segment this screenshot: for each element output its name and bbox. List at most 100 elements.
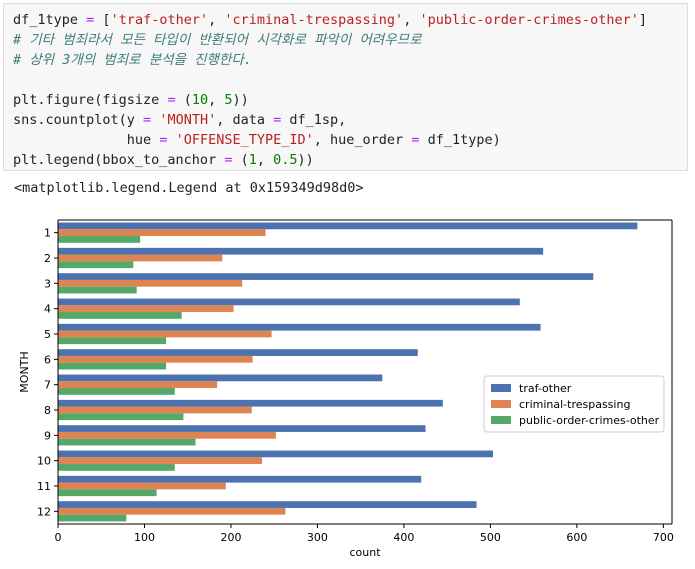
code-token: ( xyxy=(232,152,249,168)
legend-swatch-public-order-crimes-other xyxy=(491,416,511,424)
bar-public-order-crimes-other xyxy=(58,337,167,345)
bar-traf-other xyxy=(58,273,594,280)
x-tick-label: 500 xyxy=(480,531,501,544)
code-token: # 기타 범죄라서 모든 타입이 반환되어 시각화로 파악이 어려우므로 xyxy=(13,32,422,48)
bar-public-order-crimes-other xyxy=(58,261,134,269)
code-line: df_1type = ['traf-other', 'criminal-tres… xyxy=(13,10,647,30)
bar-criminal-trespassing xyxy=(58,305,234,313)
legend-label: public-order-crimes-other xyxy=(519,414,660,427)
legend-box xyxy=(483,375,665,433)
x-tick-label: 0 xyxy=(55,531,62,544)
code-token: ( xyxy=(175,92,192,108)
cell-output: <matplotlib.legend.Legend at 0x159349d98… xyxy=(14,180,364,196)
x-axis-label: count xyxy=(349,546,381,559)
bar-criminal-trespassing xyxy=(58,482,226,490)
y-tick-label: 9 xyxy=(44,429,51,442)
code-token: , xyxy=(403,12,420,28)
y-tick-label: 5 xyxy=(44,328,51,341)
code-line: # 기타 범죄라서 모든 타입이 반환되어 시각화로 파악이 어려우므로 xyxy=(13,30,422,50)
code-line: plt.figure(figsize = (10, 5)) xyxy=(13,90,249,110)
code-token: = xyxy=(159,132,168,148)
bar-traf-other xyxy=(58,374,383,382)
bar-traf-other xyxy=(58,222,638,230)
code-token: 'OFFENSE_TYPE_ID' xyxy=(175,132,314,148)
code-token: , data xyxy=(216,112,274,128)
code-token: 10 xyxy=(191,92,209,108)
code-token: 5 xyxy=(224,92,233,108)
code-cell[interactable]: df_1type = ['traf-other', 'criminal-tres… xyxy=(3,3,688,171)
code-token: = xyxy=(224,152,233,168)
bar-traf-other xyxy=(58,399,443,407)
y-tick-label: 6 xyxy=(44,353,51,366)
code-token xyxy=(167,132,175,148)
y-tick-label: 4 xyxy=(44,303,51,316)
code-line: sns.countplot(y = 'MONTH', data = df_1sp… xyxy=(13,110,346,130)
code-token: df_1type xyxy=(13,12,87,28)
code-token: sns.countplot(y xyxy=(13,112,144,128)
y-axis-label: MONTH xyxy=(18,351,31,392)
y-tick-label: 12 xyxy=(37,505,51,518)
bar-criminal-trespassing xyxy=(58,229,266,237)
bar-public-order-crimes-other xyxy=(58,362,167,370)
bar-public-order-crimes-other xyxy=(58,286,137,294)
x-tick-label: 300 xyxy=(307,531,328,544)
legend-label: criminal-trespassing xyxy=(519,398,630,411)
bar-criminal-trespassing xyxy=(58,457,263,465)
bar-criminal-trespassing xyxy=(58,355,253,363)
x-tick-label: 200 xyxy=(220,531,241,544)
bar-public-order-crimes-other xyxy=(58,236,141,243)
code-token: = xyxy=(273,112,282,128)
code-token: plt.figure(figsize xyxy=(13,92,168,108)
bar-traf-other xyxy=(58,450,493,458)
bar-traf-other xyxy=(58,298,520,306)
bar-criminal-trespassing xyxy=(58,279,243,287)
y-tick-label: 3 xyxy=(44,277,51,290)
legend-label: traf-other xyxy=(519,382,572,395)
x-tick-label: 600 xyxy=(566,531,587,544)
bar-traf-other xyxy=(58,475,422,483)
code-token: # 상위 3개의 범죄로 분석을 진행한다. xyxy=(13,52,252,68)
bar-public-order-crimes-other xyxy=(58,489,157,497)
code-line: hue = 'OFFENSE_TYPE_ID', hue_order = df_… xyxy=(13,130,501,150)
code-token: 'public-order-crimes-other' xyxy=(419,12,639,28)
bar-traf-other xyxy=(58,349,418,356)
bar-criminal-trespassing xyxy=(58,254,223,262)
bar-public-order-crimes-other xyxy=(58,464,175,471)
x-tick-label: 700 xyxy=(653,531,674,544)
code-token: = xyxy=(86,12,95,28)
bar-criminal-trespassing xyxy=(58,431,276,439)
code-token: 1 xyxy=(248,152,257,168)
y-tick-label: 8 xyxy=(44,404,51,417)
bar-public-order-crimes-other xyxy=(58,388,175,395)
code-token: , hue_order xyxy=(313,132,412,148)
code-line: # 상위 3개의 범죄로 분석을 진행한다. xyxy=(13,50,252,70)
code-token: df_1sp, xyxy=(281,112,347,128)
y-tick-label: 10 xyxy=(37,455,51,468)
bar-public-order-crimes-other xyxy=(58,514,127,522)
bar-criminal-trespassing xyxy=(58,381,218,389)
y-tick-label: 7 xyxy=(44,379,51,392)
bar-traf-other xyxy=(58,247,544,255)
bar-public-order-crimes-other xyxy=(58,413,184,421)
code-token: = xyxy=(411,132,420,148)
code-token: = xyxy=(143,112,152,128)
bar-traf-other xyxy=(58,323,541,331)
code-token: 'criminal-trespassing' xyxy=(224,12,404,28)
bar-public-order-crimes-other xyxy=(58,438,196,446)
code-token: [ xyxy=(94,12,111,28)
code-line: plt.legend(bbox_to_anchor = (1, 0.5)) xyxy=(13,150,314,170)
y-tick-label: 1 xyxy=(44,227,51,240)
code-token: 'traf-other' xyxy=(110,12,209,28)
code-token: df_1type) xyxy=(419,132,501,148)
code-token: ] xyxy=(638,12,648,28)
code-token: hue xyxy=(13,132,160,148)
code-token: , xyxy=(208,12,225,28)
bar-criminal-trespassing xyxy=(58,507,286,515)
code-token: 'MONTH' xyxy=(159,112,217,128)
bar-traf-other xyxy=(58,425,426,432)
bar-public-order-crimes-other xyxy=(58,312,182,319)
code-token: )) xyxy=(232,92,249,108)
code-token: , xyxy=(208,92,225,108)
code-token: )) xyxy=(297,152,314,168)
